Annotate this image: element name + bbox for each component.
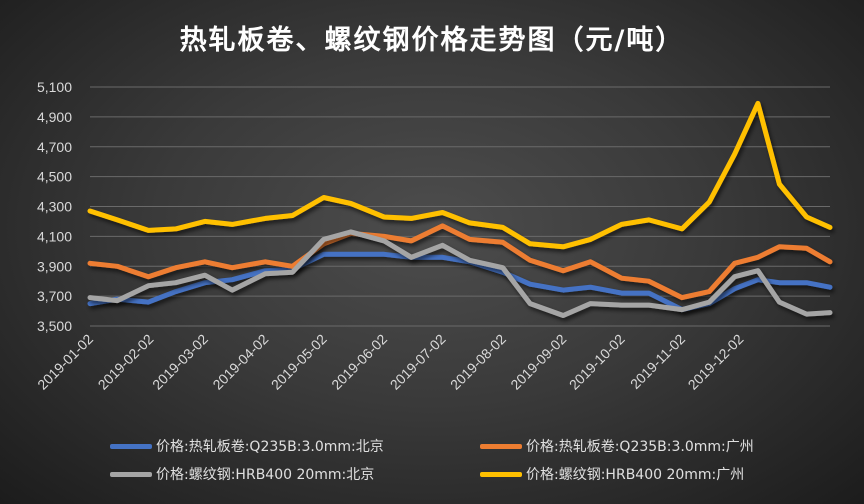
y-tick-label: 3,700 — [37, 288, 72, 304]
x-tick-label: 2019-03-02 — [149, 331, 211, 393]
legend-swatch — [480, 443, 522, 449]
y-tick-label: 4,900 — [37, 109, 72, 125]
legend-label: 价格:螺纹钢:HRB400 20mm:广州 — [526, 467, 745, 483]
legend-swatch — [110, 443, 152, 449]
x-tick-label: 2019-09-02 — [507, 331, 569, 393]
y-tick-label: 3,500 — [37, 318, 72, 334]
legend: 价格:热轧板卷:Q235B:3.0mm:北京 价格:热轧板卷:Q235B:3.0… — [110, 436, 830, 484]
x-tick-label: 2019-10-02 — [566, 331, 628, 393]
y-tick-label: 4,300 — [37, 199, 72, 215]
series-line-3 — [87, 100, 833, 250]
legend-item-gz-rebar: 价格:螺纹钢:HRB400 20mm:广州 — [480, 464, 830, 484]
y-tick-label: 5,100 — [37, 79, 72, 95]
legend-label: 价格:螺纹钢:HRB400 20mm:北京 — [156, 467, 375, 483]
series-line-2 — [87, 229, 833, 318]
x-tick-label: 2019-06-02 — [328, 331, 390, 393]
x-tick-label: 2019-11-02 — [627, 331, 688, 392]
series-line-1 — [87, 223, 833, 301]
legend-label: 价格:热轧板卷:Q235B:3.0mm:北京 — [156, 439, 384, 455]
legend-swatch — [110, 471, 152, 477]
y-tick-label: 4,700 — [37, 139, 72, 155]
y-tick-label: 3,900 — [37, 258, 72, 274]
x-tick-label: 2019-04-02 — [209, 331, 271, 393]
x-tick-label: 2019-02-02 — [95, 331, 157, 393]
x-tick-label: 2019-12-02 — [685, 331, 747, 393]
legend-item-gz-hrc: 价格:热轧板卷:Q235B:3.0mm:广州 — [480, 436, 830, 456]
legend-item-bj-hrc: 价格:热轧板卷:Q235B:3.0mm:北京 — [110, 436, 480, 456]
x-tick-label: 2019-08-02 — [447, 331, 509, 393]
legend-item-bj-rebar: 价格:螺纹钢:HRB400 20mm:北京 — [110, 464, 480, 484]
x-tick-label: 2019-07-02 — [387, 331, 449, 393]
x-tick-label: 2019-01-02 — [34, 331, 96, 393]
x-tick-label: 2019-05-02 — [268, 331, 330, 393]
y-tick-label: 4,500 — [37, 169, 72, 185]
chart-title: 热轧板卷、螺纹钢价格走势图（元/吨） — [179, 25, 685, 56]
legend-swatch — [480, 471, 522, 477]
y-tick-label: 4,100 — [37, 228, 72, 244]
legend-label: 价格:热轧板卷:Q235B:3.0mm:广州 — [526, 439, 754, 455]
